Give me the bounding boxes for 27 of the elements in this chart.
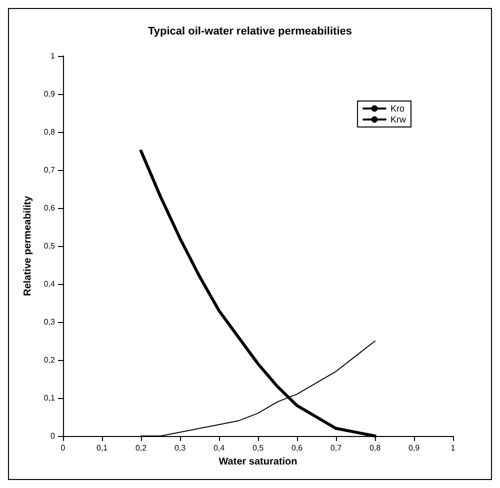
y-tick-label: 0,4 bbox=[44, 280, 56, 288]
y-tick-label: 0 bbox=[50, 432, 56, 440]
x-tick-label: 0,9 bbox=[408, 444, 420, 452]
legend-label: Kro bbox=[390, 104, 405, 114]
y-tick-label: 0,9 bbox=[44, 90, 56, 98]
x-tick-label: 0,7 bbox=[330, 444, 342, 452]
x-tick-label: 0 bbox=[60, 444, 66, 452]
y-tick-label: 0,8 bbox=[44, 128, 56, 136]
y-tick-label: 0,7 bbox=[44, 166, 56, 174]
y-tick-label: 0,5 bbox=[44, 242, 56, 250]
y-tick-label: 0,6 bbox=[44, 204, 56, 212]
legend-label: Krw bbox=[390, 114, 406, 124]
y-tick-label: 0,3 bbox=[44, 318, 56, 326]
y-axis-title: Relative permeability bbox=[22, 196, 34, 296]
x-tick-label: 0,2 bbox=[135, 444, 148, 452]
y-tick-label: 1 bbox=[50, 52, 56, 60]
x-tick-label: 0,5 bbox=[252, 444, 264, 452]
y-tick-label: 0,2 bbox=[44, 356, 56, 364]
x-axis-title: Water saturation bbox=[218, 456, 298, 468]
chart-title: Typical oil-water relative permeabilities bbox=[148, 26, 352, 38]
x-tick-label: 0,4 bbox=[213, 444, 226, 452]
x-tick-label: 0,8 bbox=[369, 444, 382, 452]
y-tick-label: 0,1 bbox=[44, 394, 56, 402]
x-tick-label: 0,3 bbox=[174, 444, 186, 452]
x-tick-label: 1 bbox=[450, 444, 456, 452]
x-tick-label: 0,1 bbox=[96, 444, 108, 452]
x-tick-label: 0,6 bbox=[291, 444, 304, 452]
